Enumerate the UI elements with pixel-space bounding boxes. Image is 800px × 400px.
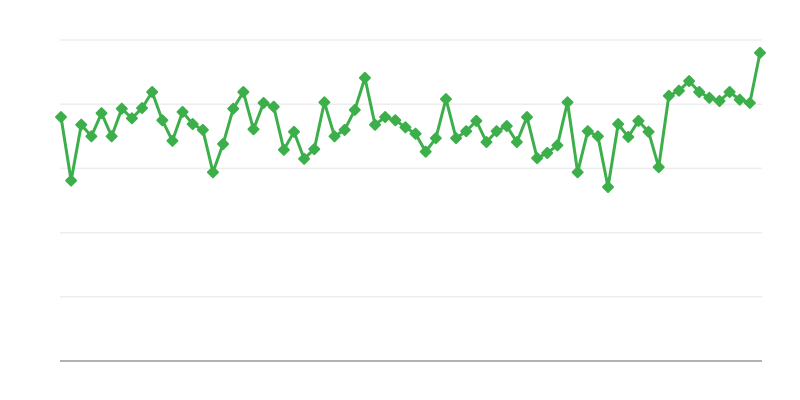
data-point-marker <box>632 114 645 127</box>
data-point-marker <box>754 46 766 59</box>
data-point-marker <box>75 118 88 131</box>
data-point-marker <box>166 134 179 147</box>
data-point-marker <box>318 96 331 109</box>
data-point-marker <box>723 86 736 99</box>
data-point-marker <box>409 127 422 140</box>
data-point-marker <box>298 152 311 165</box>
data-point-marker <box>217 138 230 151</box>
data-point-marker <box>277 143 290 156</box>
data-point-marker <box>389 114 402 127</box>
data-point-marker <box>439 93 452 106</box>
data-point-marker <box>328 130 341 143</box>
data-point-marker <box>348 103 361 116</box>
data-point-marker <box>541 146 554 159</box>
data-point-marker <box>247 123 260 136</box>
data-point-marker <box>652 161 665 174</box>
data-point-marker <box>622 130 635 143</box>
data-point-marker <box>672 84 685 97</box>
data-point-marker <box>510 136 523 149</box>
data-point-marker <box>146 86 159 99</box>
data-point-marker <box>591 130 604 143</box>
data-point-marker <box>743 96 756 109</box>
data-point-marker <box>693 86 706 99</box>
data-point-marker <box>125 112 138 125</box>
data-point-marker <box>85 130 98 143</box>
data-point-marker <box>429 132 442 145</box>
data-point-marker <box>480 136 493 149</box>
data-point-marker <box>206 166 219 179</box>
data-point-marker <box>358 71 371 84</box>
data-point-marker <box>257 96 270 109</box>
data-point-marker <box>733 93 746 106</box>
data-point-marker <box>450 132 463 145</box>
data-point-marker <box>551 139 564 152</box>
data-point-marker <box>399 121 412 134</box>
data-point-marker <box>662 89 675 102</box>
data-point-marker <box>531 152 544 165</box>
data-point-marker <box>156 114 169 127</box>
data-point-marker <box>308 143 321 156</box>
data-point-marker <box>419 145 432 158</box>
data-point-marker <box>379 111 392 124</box>
data-point-marker <box>571 166 584 179</box>
data-point-marker <box>500 120 513 133</box>
data-point-marker <box>186 118 199 131</box>
data-point-marker <box>460 125 473 138</box>
data-point-marker <box>642 125 655 138</box>
data-point-marker <box>581 125 594 138</box>
data-point-marker <box>65 174 78 187</box>
data-point-marker <box>521 111 533 124</box>
data-point-marker <box>288 125 300 138</box>
data-point-marker <box>105 130 118 143</box>
data-point-marker <box>95 107 108 120</box>
data-point-marker <box>612 118 625 131</box>
data-point-marker <box>703 91 716 104</box>
data-point-marker <box>55 111 67 124</box>
data-point-marker <box>561 96 574 109</box>
data-point-marker <box>602 181 615 194</box>
data-point-marker <box>136 102 149 115</box>
data-point-marker <box>237 86 250 99</box>
data-point-marker <box>490 125 503 138</box>
series-line <box>59 51 762 189</box>
data-point-marker <box>470 114 483 127</box>
data-point-marker <box>115 102 128 115</box>
data-point-marker <box>683 75 696 88</box>
data-point-marker <box>196 123 209 136</box>
data-point-marker <box>227 102 240 115</box>
data-point-marker <box>176 105 189 118</box>
data-point-marker <box>369 118 382 131</box>
data-point-marker <box>267 100 280 113</box>
data-point-marker <box>338 123 351 136</box>
data-point-marker <box>713 94 726 107</box>
